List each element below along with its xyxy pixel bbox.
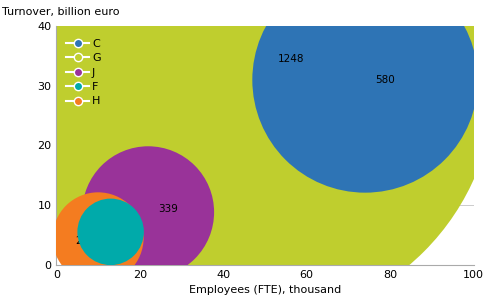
Point	[144, 210, 152, 215]
Text: Turnover, billion euro: Turnover, billion euro	[2, 7, 120, 17]
Legend: C, G, J, F, H: C, G, J, F, H	[62, 34, 105, 111]
Text: 171: 171	[109, 236, 129, 246]
Text: 339: 339	[159, 204, 179, 214]
Text: 580: 580	[376, 75, 395, 85]
Point	[107, 230, 114, 234]
Text: 234: 234	[75, 236, 95, 246]
X-axis label: Employees (FTE), thousand: Employees (FTE), thousand	[189, 285, 341, 295]
Point	[248, 78, 256, 82]
Point	[361, 78, 369, 82]
Point	[94, 235, 102, 240]
Text: 1248: 1248	[277, 54, 304, 64]
